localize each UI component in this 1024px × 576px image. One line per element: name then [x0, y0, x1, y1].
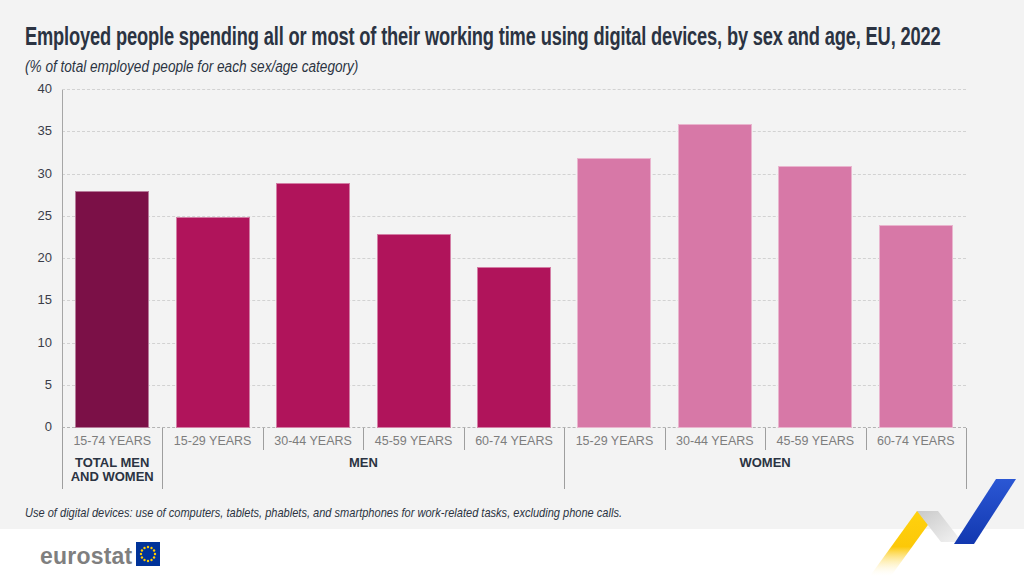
bar-45-59-years-men	[377, 234, 451, 428]
y-axis-label: 10	[14, 335, 52, 350]
x-category-label: 45-59 YEARS	[765, 434, 865, 448]
category-tick	[464, 428, 465, 450]
group-label-total-men-and-women: TOTAL MEN AND WOMEN	[62, 456, 162, 484]
y-axis-label: 20	[14, 250, 52, 265]
y-axis-line	[62, 90, 63, 428]
y-axis-label: 5	[14, 377, 52, 392]
eurostat-chart-page: Employed people spending all or most of …	[0, 0, 1024, 576]
eurostat-wordmark: eurostat	[40, 543, 132, 569]
category-tick	[363, 428, 364, 450]
bar-30-44-years-women	[678, 124, 752, 428]
chart-footnote: Use of digital devices: use of computers…	[25, 505, 622, 520]
category-tick	[765, 428, 766, 450]
y-axis-label: 25	[14, 208, 52, 223]
x-category-label: 30-44 YEARS	[665, 434, 765, 448]
x-category-label: 30-44 YEARS	[263, 434, 363, 448]
x-category-label: 15-74 YEARS	[62, 434, 162, 448]
x-category-label: 45-59 YEARS	[363, 434, 463, 448]
bar-45-59-years-women	[778, 166, 852, 428]
bar-15-29-years-men	[176, 217, 250, 428]
y-axis-label: 40	[14, 81, 52, 96]
bar-15-74-years-total	[75, 191, 149, 428]
group-divider	[62, 428, 63, 489]
x-category-label: 15-29 YEARS	[162, 434, 262, 448]
y-axis-label: 0	[14, 419, 52, 434]
y-axis-label: 15	[14, 292, 52, 307]
category-tick	[263, 428, 264, 450]
eurostat-ribbon-decoration	[850, 460, 1024, 576]
bar-15-29-years-women	[577, 158, 651, 428]
bar-30-44-years-men	[276, 183, 350, 428]
y-axis-label: 35	[14, 123, 52, 138]
bar-60-74-years-men	[477, 267, 551, 428]
eu-flag-icon	[136, 542, 160, 570]
eurostat-logo: eurostat	[40, 543, 160, 569]
group-label-men: MEN	[162, 456, 564, 470]
bar-60-74-years-women	[879, 225, 953, 428]
gridline-35	[62, 131, 966, 132]
x-category-label: 60-74 YEARS	[866, 434, 966, 448]
ribbon-blue-band	[954, 479, 1016, 544]
category-tick	[665, 428, 666, 450]
x-category-label: 15-29 YEARS	[564, 434, 664, 448]
group-divider	[162, 428, 163, 489]
gridline-40	[62, 89, 966, 90]
x-category-label: 60-74 YEARS	[464, 434, 564, 448]
category-tick	[866, 428, 867, 450]
y-axis-label: 30	[14, 166, 52, 181]
group-divider	[564, 428, 565, 489]
